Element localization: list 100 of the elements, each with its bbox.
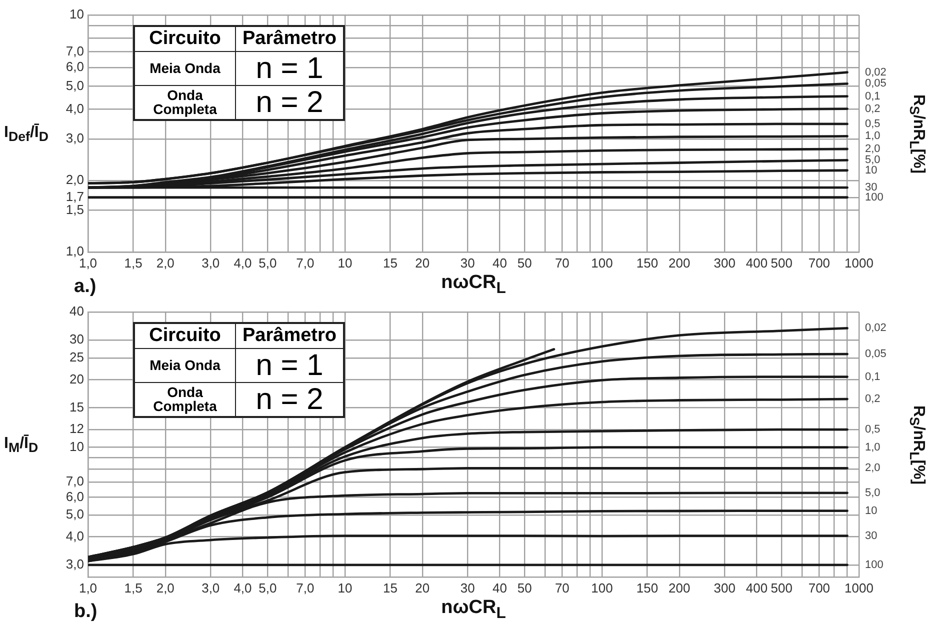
series-label: 0,2 [865, 393, 880, 406]
annotation: Meia Onda [134, 348, 236, 382]
y-tick-label: 1,7 [66, 188, 84, 204]
x-tick-label: 100 [591, 255, 613, 270]
series-label: 1,0 [865, 441, 880, 454]
x-tick-label: 700 [808, 255, 830, 270]
x-tick-label: 4,0 [234, 255, 252, 270]
x-tick-label: 40 [492, 255, 507, 270]
y-tick-label: 7,0 [66, 43, 84, 58]
x-tick-label: 400 [746, 255, 768, 270]
x-tick-label: 150 [636, 580, 658, 596]
x-tick-label: 1,5 [124, 255, 142, 270]
y-tick-label: 3,0 [66, 130, 84, 146]
x-tick-label: 15 [383, 580, 398, 596]
x-tick-label: 1,5 [124, 580, 142, 596]
annotation: Parâmetro [236, 323, 344, 348]
y-tick-label: 6,0 [66, 59, 84, 74]
x-tick-label: 30 [460, 580, 475, 596]
x-tick-label: 100 [591, 580, 613, 596]
x-tick-label: 3,0 [202, 255, 220, 270]
series-label: 10 [865, 164, 878, 176]
x-tick-label: 10 [338, 580, 352, 596]
x-tick-label: 500 [770, 580, 792, 596]
x-tick-label: 40 [492, 580, 507, 596]
series-label: 2,0 [865, 143, 880, 156]
series-label: 10 [865, 504, 878, 517]
x-tick-label: 70 [554, 580, 570, 596]
series-label: 1,0 [865, 130, 880, 142]
series-label: 0,5 [865, 424, 880, 436]
y-tick-label: 12 [70, 421, 84, 436]
series-label: 30 [865, 530, 878, 542]
y-tick-label: 5,0 [66, 78, 84, 93]
x-tick-label: 1000 [844, 580, 874, 596]
x-tick-label: 4,0 [234, 580, 252, 596]
y-tick-label: 1,0 [66, 244, 84, 259]
x-tick-label: 400 [746, 580, 768, 596]
series-label: 5,0 [865, 154, 880, 166]
series-label: 2,0 [865, 462, 880, 474]
series-label: 100 [865, 558, 884, 571]
y-tick-label: 30 [70, 332, 84, 347]
x-tick-label: 2,0 [156, 255, 174, 270]
series-label: 5,0 [865, 486, 880, 499]
annotation: Circuito [134, 323, 236, 348]
annotation: Parâmetro [236, 26, 344, 52]
text: b.) [74, 601, 98, 623]
annotation: n = 1 [236, 348, 344, 382]
x-tick-label: 7,0 [296, 255, 314, 270]
y-tick-label: 7,0 [66, 474, 84, 489]
x-tick-label: 150 [636, 255, 658, 270]
y-tick-label: 6,0 [66, 488, 84, 504]
y-axis-title: I$_{Def}$/Ī$_{D}$ [4, 123, 48, 144]
y-tick-label: 2,0 [66, 172, 84, 188]
x-axis-title: nωCR$_{L}$ [441, 597, 506, 623]
y-tick-label: 20 [70, 371, 84, 386]
x-tick-label: 1000 [844, 255, 874, 270]
annotation: n = 1 [236, 52, 344, 86]
y-tick-label: 10 [70, 438, 84, 454]
annotation: Meia Onda [134, 52, 236, 86]
annotation: Circuito [134, 26, 236, 52]
series-label: 0,05 [865, 78, 886, 90]
x-tick-label: 70 [554, 255, 570, 270]
x-tick-label: 50 [517, 580, 532, 596]
y-tick-label: 40 [70, 304, 84, 319]
series-label: 0,02 [865, 322, 886, 334]
y-tick-label: 4,0 [66, 100, 84, 116]
annotation: n = 2 [236, 382, 344, 417]
x-axis-title: nωCR$_{L}$ [441, 272, 506, 298]
y-tick-label: 15 [70, 399, 84, 414]
annotation: Onda Completa [134, 382, 236, 417]
x-tick-label: 10 [338, 255, 352, 270]
x-tick-label: 300 [714, 580, 736, 596]
series-label: 100 [865, 191, 884, 204]
x-tick-label: 5,0 [258, 255, 277, 270]
x-tick-label: 20 [415, 255, 430, 270]
x-tick-label: 20 [415, 580, 430, 596]
x-tick-label: 5,0 [258, 580, 277, 596]
x-tick-label: 15 [383, 255, 398, 270]
y-tick-label: 5,0 [66, 506, 84, 522]
series-label: 0,02 [865, 66, 886, 78]
text: a.) [74, 276, 96, 298]
annotation: Onda Completa [134, 85, 236, 120]
x-tick-label: 300 [714, 255, 736, 270]
y-axis-title: I$_{M}$/Ī$_{D}$ [4, 434, 38, 455]
x-tick-label: 700 [808, 580, 830, 596]
y-tick-label: 10 [70, 6, 84, 22]
y-tick-label: 4,0 [66, 528, 84, 544]
annotation: n = 2 [236, 85, 344, 120]
series-label: 0,5 [865, 118, 880, 130]
y-tick-label: 1,5 [66, 202, 84, 217]
x-tick-label: 200 [668, 580, 690, 596]
series-label: 0,1 [865, 370, 880, 383]
y-tick-label: 3,0 [66, 556, 84, 572]
series-label: 0,2 [865, 102, 880, 115]
series-label: 0,1 [865, 90, 880, 102]
x-tick-label: 50 [517, 255, 532, 270]
x-tick-label: 3,0 [202, 580, 220, 596]
series-label: 30 [865, 182, 878, 194]
series-label: 0,05 [865, 348, 886, 360]
x-tick-label: 7,0 [296, 580, 314, 596]
y-tick-label: 25 [70, 349, 84, 364]
